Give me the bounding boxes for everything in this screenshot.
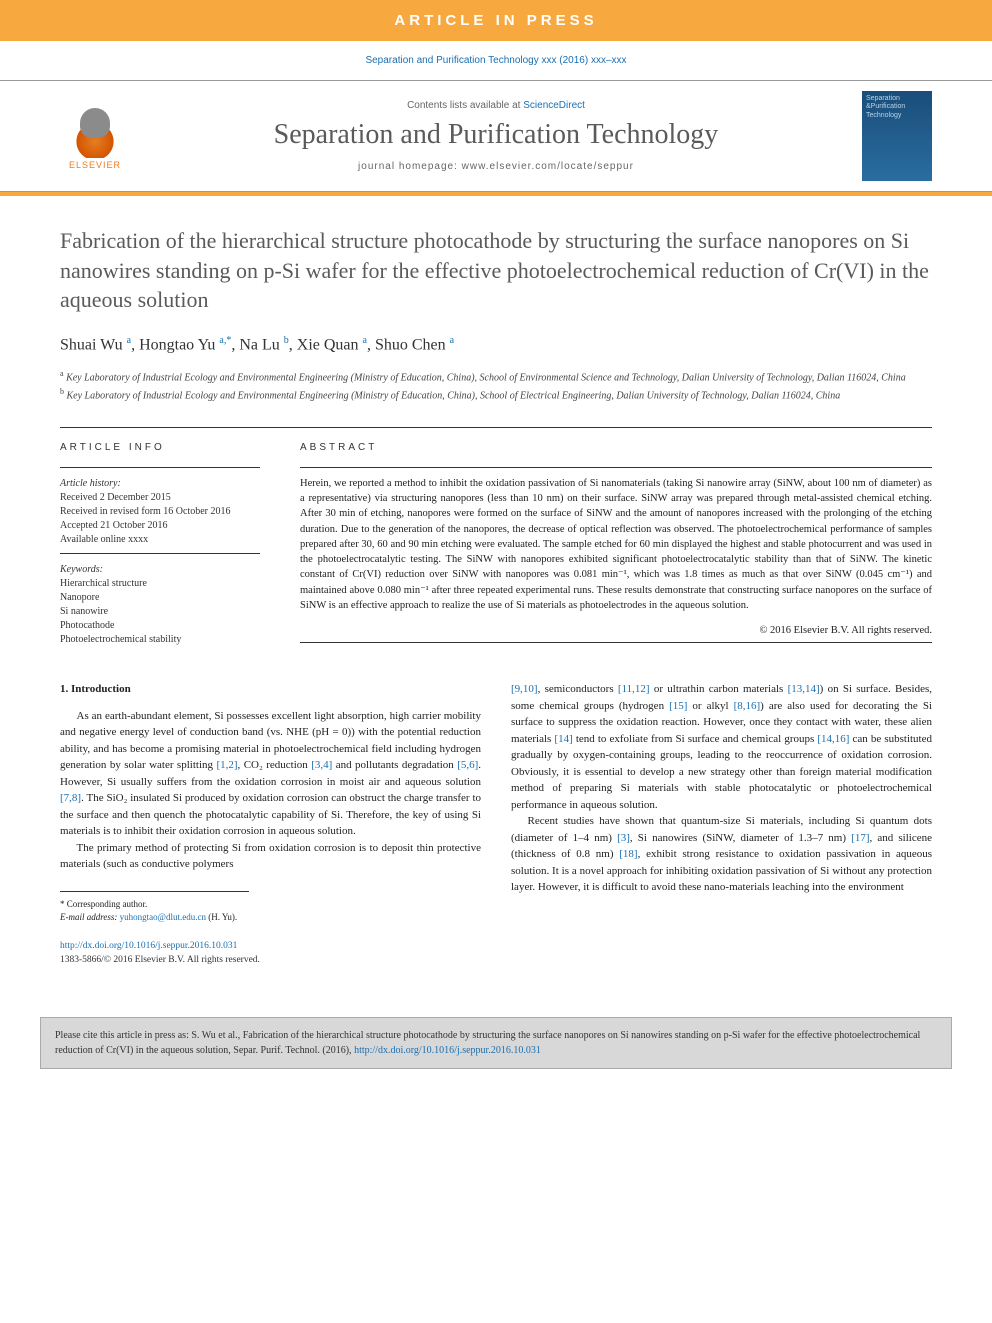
body-paragraph: [9,10], semiconductors [11,12] or ultrat… [511, 681, 932, 813]
body-paragraph: As an earth-abundant element, Si possess… [60, 708, 481, 840]
body-column-right: [9,10], semiconductors [11,12] or ultrat… [511, 681, 932, 967]
abstract-divider [300, 467, 932, 468]
journal-header: ELSEVIER Contents lists available at Sci… [0, 80, 992, 192]
corresponding-marker: * Corresponding author. [60, 898, 249, 912]
authors-line: Shuai Wu a, Hongtao Yu a,*, Na Lu b, Xie… [60, 335, 932, 354]
issn-line: 1383-5866/© 2016 Elsevier B.V. All right… [60, 953, 481, 967]
homepage-label: journal homepage: [358, 161, 462, 172]
corresponding-author-block: * Corresponding author. E-mail address: … [60, 891, 249, 925]
cover-title-2: &Purification [866, 103, 928, 111]
keyword: Nanopore [60, 591, 260, 605]
journal-name: Separation and Purification Technology [150, 119, 842, 151]
body-column-left: 1. Introduction As an earth-abundant ele… [60, 681, 481, 967]
affiliation-a: a Key Laboratory of Industrial Ecology a… [60, 368, 932, 385]
corresponding-email-line: E-mail address: yuhongtao@dlut.edu.cn (H… [60, 911, 249, 925]
contents-prefix: Contents lists available at [407, 100, 523, 111]
elsevier-label: ELSEVIER [69, 160, 121, 170]
article-info-column: ARTICLE INFO Article history: Received 2… [60, 442, 260, 651]
email-label: E-mail address: [60, 912, 117, 922]
abstract-column: ABSTRACT Herein, we reported a method to… [300, 442, 932, 651]
cite-doi-link[interactable]: http://dx.doi.org/10.1016/j.seppur.2016.… [354, 1045, 541, 1056]
info-divider-1 [60, 467, 260, 468]
keyword: Photocathode [60, 619, 260, 633]
body-columns: 1. Introduction As an earth-abundant ele… [60, 681, 932, 967]
history-item: Available online xxxx [60, 533, 260, 547]
homepage-url[interactable]: www.elsevier.com/locate/seppur [462, 161, 634, 172]
abstract-heading: ABSTRACT [300, 442, 932, 453]
citation-top: Separation and Purification Technology x… [0, 41, 992, 80]
article-title: Fabrication of the hierarchical structur… [60, 226, 932, 315]
sciencedirect-link[interactable]: ScienceDirect [523, 100, 585, 111]
info-abstract-row: ARTICLE INFO Article history: Received 2… [60, 427, 932, 651]
affiliations: a Key Laboratory of Industrial Ecology a… [60, 368, 932, 403]
doi-link[interactable]: http://dx.doi.org/10.1016/j.seppur.2016.… [60, 939, 481, 953]
section-1-heading: 1. Introduction [60, 681, 481, 698]
history-item: Accepted 21 October 2016 [60, 519, 260, 533]
keyword: Si nanowire [60, 605, 260, 619]
history-item: Received in revised form 16 October 2016 [60, 505, 260, 519]
article-in-press-banner: ARTICLE IN PRESS [0, 0, 992, 41]
elsevier-tree-icon [70, 103, 120, 158]
affiliation-b: b Key Laboratory of Industrial Ecology a… [60, 386, 932, 403]
article-content: Fabrication of the hierarchical structur… [0, 196, 992, 997]
article-info-heading: ARTICLE INFO [60, 442, 260, 453]
homepage-line: journal homepage: www.elsevier.com/locat… [150, 161, 842, 172]
body-paragraph: Recent studies have shown that quantum-s… [511, 813, 932, 896]
email-name: (H. Yu). [208, 912, 237, 922]
journal-cover-thumbnail[interactable]: Separation &Purification Technology [862, 91, 932, 181]
abstract-text: Herein, we reported a method to inhibit … [300, 476, 932, 613]
body-paragraph: The primary method of protecting Si from… [60, 840, 481, 873]
cite-this-article-box: Please cite this article in press as: S.… [40, 1017, 952, 1069]
info-divider-2 [60, 553, 260, 554]
contents-lists-line: Contents lists available at ScienceDirec… [150, 100, 842, 111]
header-center: Contents lists available at ScienceDirec… [150, 100, 842, 172]
elsevier-logo[interactable]: ELSEVIER [60, 96, 130, 176]
keyword: Photoelectrochemical stability [60, 633, 260, 647]
cover-title-1: Separation [866, 95, 928, 103]
history-item: Received 2 December 2015 [60, 491, 260, 505]
email-link[interactable]: yuhongtao@dlut.edu.cn [120, 912, 206, 922]
abstract-copyright: © 2016 Elsevier B.V. All rights reserved… [300, 625, 932, 636]
history-label: Article history: [60, 478, 260, 489]
keywords-label: Keywords: [60, 564, 260, 575]
abstract-divider-bottom [300, 642, 932, 643]
keyword: Hierarchical structure [60, 577, 260, 591]
cover-title-3: Technology [866, 112, 928, 120]
